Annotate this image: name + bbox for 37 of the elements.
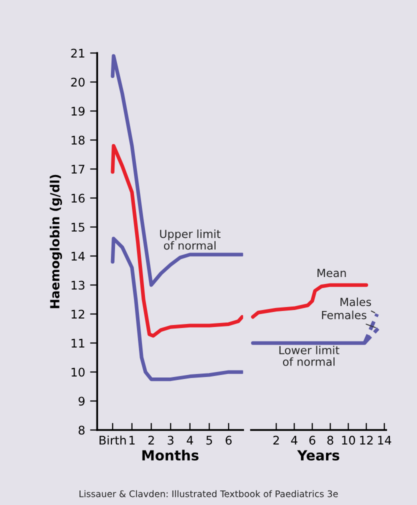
series-label: Females <box>322 310 366 320</box>
series-label: Males <box>340 298 372 306</box>
y-axis-title: Haemoglobin (g/dl) <box>50 174 62 308</box>
y-tick-label: 11 <box>72 338 84 348</box>
x-tick-label: 4 <box>186 436 194 445</box>
x-tick-label: 6 <box>309 436 316 445</box>
x-tick-label: 6 <box>226 436 232 445</box>
x-tick-label: 2 <box>148 436 154 445</box>
y-tick-label: 10 <box>72 368 85 377</box>
y-tick-label: 20 <box>71 78 85 87</box>
y-tick-label: 19 <box>72 106 85 116</box>
y-tick-label: 9 <box>78 396 85 406</box>
y-tick-label: 18 <box>72 136 85 145</box>
y-tick-label: 15 <box>72 222 84 232</box>
series-label: Lower limit of normal <box>279 346 340 366</box>
y-tick-label: 17 <box>72 164 84 174</box>
y-tick-label: 13 <box>72 280 84 290</box>
text: Lissauer & Clavden: Illustrated Textbook of Paediatrics 3e <box>80 490 338 498</box>
x-axis-title: Years <box>297 450 340 461</box>
x-tick-label: 8 <box>327 436 334 445</box>
y-tick-label: 16 <box>72 194 85 203</box>
x-tick-label: 12 <box>360 436 373 445</box>
y-tick-label: 14 <box>72 252 85 260</box>
x-tick-label: 3 <box>168 436 174 445</box>
y-tick-label: 8 <box>78 426 85 435</box>
x-tick-label: 5 <box>206 436 212 445</box>
x-tick-label: 2 <box>273 436 279 445</box>
y-tick-label: 12 <box>72 310 84 318</box>
x-tick-label: 1 <box>130 436 135 445</box>
x-tick-label: 4 <box>291 436 298 445</box>
x-axis-title: Months <box>142 450 198 461</box>
series-label: Mean <box>318 268 346 278</box>
x-tick-label: 10 <box>342 436 356 445</box>
x-tick-label: 14 <box>378 436 392 445</box>
y-tick-label: 21 <box>71 48 84 58</box>
x-tick-label: Birth <box>100 436 126 445</box>
series-label: Upper limit of normal <box>160 230 220 250</box>
